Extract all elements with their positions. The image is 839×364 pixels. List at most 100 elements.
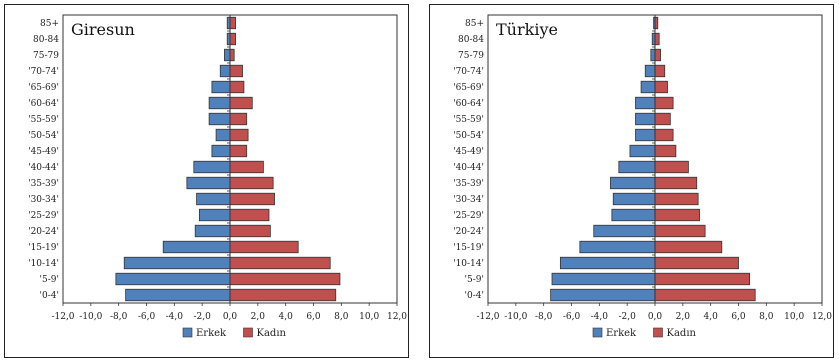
kadin-bar-15 (229, 256, 331, 270)
erkek-bar-4 (640, 80, 656, 94)
kadin-bar-3 (229, 64, 243, 78)
kadin-bar-3 (654, 64, 666, 78)
turkiye-pyramid-chart: 85+ 80-84 75-79 '70-74' '65-69' '60-64' '55-59… (453, 14, 832, 339)
erkek-bar-9 (618, 160, 656, 174)
category-label-15: '10-14' (28, 259, 59, 269)
category-label-7: '50-54' (453, 131, 484, 141)
x-tick-label-7: 2,0 (676, 312, 691, 322)
category-label-4: '65-69' (28, 83, 59, 93)
legend-label-kadin: Kadın (257, 328, 287, 339)
kadin-bar-7 (654, 128, 674, 142)
erkek-bar-6 (208, 112, 231, 126)
erkek-bar-13 (593, 224, 656, 238)
erkek-bar-8 (629, 144, 656, 158)
kadin-bar-17 (654, 288, 756, 302)
kadin-bar-10 (654, 176, 698, 190)
category-label-4: '65-69' (453, 83, 484, 93)
kadin-bar-13 (229, 224, 271, 238)
kadin-bar-13 (654, 224, 706, 238)
chart-title: Türkiye (496, 20, 558, 39)
giresun-chart-panel: 85+ 80-84 75-79 '70-74' '65-69' '60-64' '55-59… (4, 4, 409, 358)
x-tick-label-2: -8,0 (110, 312, 128, 322)
erkek-bar-17 (125, 288, 231, 302)
kadin-bar-1 (229, 32, 236, 46)
legend-swatch-kadin (243, 327, 253, 338)
kadin-bar-14 (654, 240, 723, 254)
erkek-bar-6 (635, 112, 656, 126)
giresun-pyramid-chart: 85+ 80-84 75-79 '70-74' '65-69' '60-64' '55-59… (28, 14, 407, 339)
legend-label-kadin: Kadın (667, 328, 697, 339)
x-tick-label-6: 0,0 (223, 312, 238, 322)
x-tick-label-8: 4,0 (704, 312, 719, 322)
erkek-bar-15 (123, 256, 231, 270)
erkek-bar-10 (610, 176, 656, 190)
kadin-bar-11 (229, 192, 275, 206)
category-label-2: 75-79 (458, 51, 484, 61)
category-label-8: '45-49' (453, 147, 484, 157)
category-label-3: '70-74' (453, 67, 484, 77)
category-label-17: '0-4' (465, 291, 484, 301)
category-label-12: '25-29' (453, 211, 484, 221)
x-tick-label-12: 12,0 (387, 312, 407, 322)
kadin-bar-12 (229, 208, 270, 222)
category-label-3: '70-74' (28, 67, 59, 77)
category-label-11: '30-34' (453, 195, 484, 205)
erkek-bar-14 (162, 240, 231, 254)
category-label-0: 85+ (40, 19, 59, 29)
kadin-bar-9 (654, 160, 689, 174)
category-label-11: '30-34' (28, 195, 59, 205)
kadin-bar-1 (654, 32, 660, 46)
category-label-9: '40-44' (453, 163, 484, 173)
kadin-bar-2 (654, 48, 661, 62)
erkek-bar-11 (196, 192, 231, 206)
erkek-bar-2 (224, 48, 231, 62)
category-label-9: '40-44' (28, 163, 59, 173)
erkek-bar-9 (193, 160, 231, 174)
legend-swatch-erkek (182, 327, 193, 338)
kadin-bar-7 (229, 128, 249, 142)
category-label-12: '25-29' (28, 211, 59, 221)
x-tick-label-3: -6,0 (563, 312, 581, 322)
kadin-bar-16 (654, 272, 751, 286)
kadin-bar-11 (654, 192, 699, 206)
x-tick-label-11: 10,0 (359, 312, 379, 322)
x-tick-label-3: -6,0 (138, 312, 156, 322)
erkek-bar-7 (215, 128, 231, 142)
legend-label-erkek: Erkek (196, 328, 227, 339)
x-tick-label-11: 10,0 (784, 312, 804, 322)
x-tick-label-10: 8,0 (334, 312, 349, 322)
x-tick-label-2: -8,0 (535, 312, 553, 322)
kadin-bar-5 (229, 96, 253, 110)
erkek-bar-3 (219, 64, 231, 78)
kadin-bar-9 (229, 160, 264, 174)
erkek-bar-14 (579, 240, 656, 254)
category-label-15: '10-14' (453, 259, 484, 269)
legend-swatch-kadin (653, 327, 663, 338)
erkek-bar-7 (635, 128, 656, 142)
category-label-17: '0-4' (40, 291, 59, 301)
x-tick-label-5: -2,0 (618, 312, 636, 322)
erkek-bar-15 (559, 256, 656, 270)
x-tick-label-6: 0,0 (648, 312, 663, 322)
x-tick-label-7: 2,0 (251, 312, 266, 322)
erkek-bar-16 (551, 272, 656, 286)
erkek-bar-11 (612, 192, 656, 206)
x-tick-label-12: 12,0 (812, 312, 832, 322)
turkiye-chart-panel: 85+ 80-84 75-79 '70-74' '65-69' '60-64' '55-59… (429, 4, 834, 358)
legend-label-erkek: Erkek (606, 328, 637, 339)
category-label-14: '15-19' (453, 243, 484, 253)
category-label-10: '35-39' (28, 179, 59, 189)
category-label-1: 80-84 (458, 35, 484, 45)
erkek-bar-16 (115, 272, 231, 286)
category-label-5: '60-64' (28, 99, 59, 109)
category-label-14: '15-19' (28, 243, 59, 253)
erkek-bar-12 (611, 208, 656, 222)
x-tick-label-8: 4,0 (279, 312, 294, 322)
category-label-0: 85+ (465, 19, 484, 29)
category-label-1: 80-84 (33, 35, 59, 45)
erkek-bar-4 (211, 80, 231, 94)
kadin-bar-4 (654, 80, 668, 94)
x-tick-label-1: -10,0 (79, 312, 102, 322)
x-tick-label-4: -4,0 (591, 312, 609, 322)
kadin-bar-15 (654, 256, 739, 270)
